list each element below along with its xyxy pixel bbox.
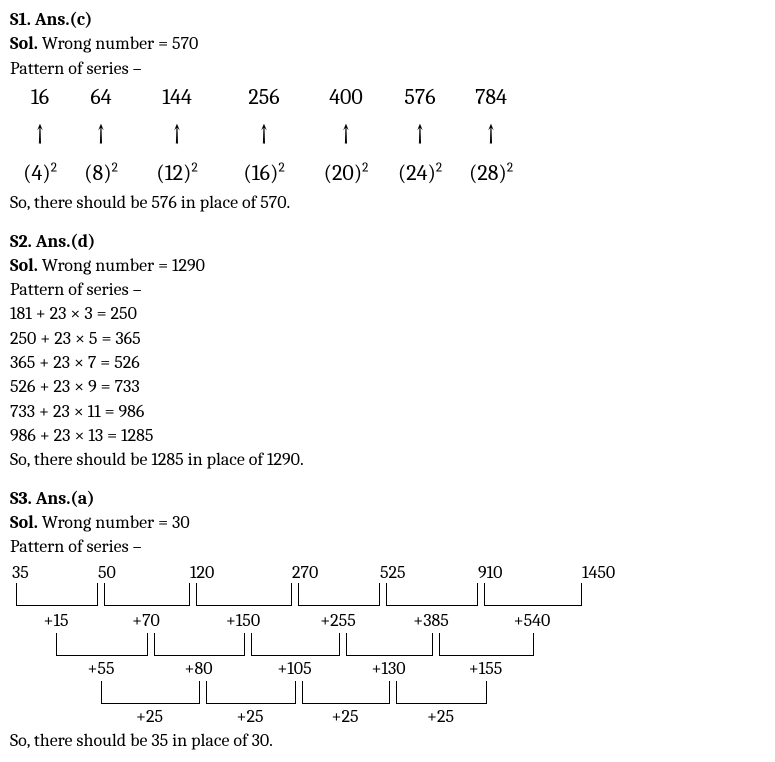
s2-line: 181 + 23 × 3 = 250 [10, 302, 765, 326]
diff-label: +105 [277, 657, 311, 681]
bracket-icon [439, 633, 534, 656]
diff-label: +150 [226, 609, 260, 633]
s3-lvl2-brackets [10, 633, 730, 657]
diff-label: +155 [469, 657, 503, 681]
s1-series-row: 16 64 144 256 400 576 784 [12, 85, 765, 109]
s1-base: (24)2 [384, 161, 456, 185]
bracket-icon [154, 633, 245, 656]
s3-lvl1-labels: +15 +70 +150 +255 +385 +540 [10, 609, 730, 633]
bracket-icon [206, 681, 296, 704]
bracket-icon [396, 681, 487, 704]
s2-heading: S2. Ans.(d) [10, 231, 95, 252]
solution-s3: S3. Ans.(a) Sol. Wrong number = 30 Patte… [10, 487, 765, 754]
arrow-up-icon: ↑ [134, 109, 220, 155]
s1-base: (28)2 [456, 161, 526, 185]
bracket-icon [101, 681, 200, 704]
s1-pattern-label: Pattern of series – [10, 57, 765, 81]
s1-series-val: 16 [12, 85, 68, 109]
diff-label: +70 [132, 609, 160, 633]
bracket-icon [56, 633, 148, 656]
bracket-icon [16, 583, 98, 606]
s3-top-row: 35 50 120 270 525 910 1450 [10, 561, 730, 583]
diff-label: +255 [320, 609, 356, 633]
s3-top-val: 120 [190, 561, 214, 585]
bracket-icon [298, 583, 380, 606]
s3-lvl2-labels: +55 +80 +105 +130 +155 [10, 657, 730, 681]
s1-series-val: 576 [384, 85, 456, 109]
bracket-icon [386, 583, 478, 606]
s3-conclusion: So, there should be 35 in place of 30. [10, 729, 765, 753]
diff-label: +385 [413, 609, 449, 633]
s2-conclusion: So, there should be 1285 in place of 129… [10, 448, 765, 472]
bracket-icon [346, 633, 433, 656]
s1-base: (16)2 [220, 161, 308, 185]
diff-label: +540 [514, 609, 551, 633]
s3-diagram: 35 50 120 270 525 910 1450 +15 +70 +150 +25… [10, 559, 730, 729]
s2-line: 526 + 23 × 9 = 733 [10, 375, 765, 399]
diff-label: +25 [331, 705, 358, 729]
s1-conclusion: So, there should be 576 in place of 570. [10, 191, 765, 215]
s1-sol-label: Sol. [10, 33, 38, 54]
arrow-up-icon: ↑ [384, 109, 456, 155]
diff-label: +80 [184, 657, 212, 681]
s3-top-val: 910 [478, 561, 502, 585]
arrow-up-icon: ↑ [12, 109, 68, 155]
arrow-up-icon: ↑ [68, 109, 134, 155]
s2-line: 986 + 23 × 13 = 1285 [10, 424, 765, 448]
s1-series-val: 144 [134, 85, 220, 109]
diff-label: +130 [371, 657, 405, 681]
s3-top-val: 1450 [582, 561, 615, 585]
diff-label: +55 [87, 657, 114, 681]
bracket-icon [104, 583, 190, 606]
diff-label: +25 [236, 705, 263, 729]
s1-series-val: 64 [68, 85, 134, 109]
s3-lvl3-labels: +25 +25 +25 +25 [10, 705, 730, 729]
diff-label: +15 [43, 609, 68, 633]
s2-line: 250 + 23 × 5 = 365 [10, 327, 765, 351]
s1-wrong-line: Wrong number = 570 [38, 33, 198, 54]
s1-base-row: (4)2 (8)2 (12)2 (16)2 (20)2 (24)2 (28)2 [12, 155, 765, 185]
s1-base: (8)2 [68, 161, 134, 185]
bracket-icon [302, 681, 390, 704]
arrow-up-icon: ↑ [456, 109, 526, 155]
s3-top-val: 35 [12, 561, 29, 585]
s3-top-val: 270 [292, 561, 318, 585]
s2-wrong-line: Wrong number = 1290 [38, 255, 205, 276]
s3-lvl1-brackets [10, 583, 730, 609]
s2-line: 733 + 23 × 11 = 986 [10, 400, 765, 424]
solution-s1: S1. Ans.(c) Sol. Wrong number = 570 Patt… [10, 8, 765, 216]
s1-arrow-row: ↑ ↑ ↑ ↑ ↑ ↑ ↑ [12, 109, 765, 155]
bracket-icon [196, 583, 292, 606]
s2-sol-label: Sol. [10, 255, 38, 276]
bracket-icon [251, 633, 340, 656]
s1-heading: S1. Ans.(c) [10, 9, 92, 30]
s3-sol-label: Sol. [10, 512, 38, 533]
s3-top-val: 525 [380, 561, 406, 585]
s3-wrong-line: Wrong number = 30 [38, 512, 190, 533]
diff-label: +25 [427, 705, 454, 729]
s2-line: 365 + 23 × 7 = 526 [10, 351, 765, 375]
s1-base: (4)2 [12, 161, 68, 185]
arrow-up-icon: ↑ [308, 109, 384, 155]
s3-lvl3-brackets [10, 681, 730, 705]
bracket-icon [484, 583, 582, 606]
s3-pattern-label: Pattern of series – [10, 535, 765, 559]
solution-s2: S2. Ans.(d) Sol. Wrong number = 1290 Pat… [10, 230, 765, 473]
arrow-up-icon: ↑ [220, 109, 308, 155]
s2-pattern-label: Pattern of series – [10, 278, 765, 302]
s1-series-val: 256 [220, 85, 308, 109]
s3-top-val: 50 [98, 561, 116, 585]
s1-series-val: 400 [308, 85, 384, 109]
s1-base: (12)2 [134, 161, 220, 185]
s1-series-val: 784 [456, 85, 526, 109]
s1-base: (20)2 [308, 161, 384, 185]
diff-label: +25 [136, 705, 163, 729]
s3-heading: S3. Ans.(a) [10, 488, 95, 509]
s1-diagram: 16 64 144 256 400 576 784 ↑ ↑ ↑ ↑ ↑ ↑ ↑ … [10, 81, 765, 191]
